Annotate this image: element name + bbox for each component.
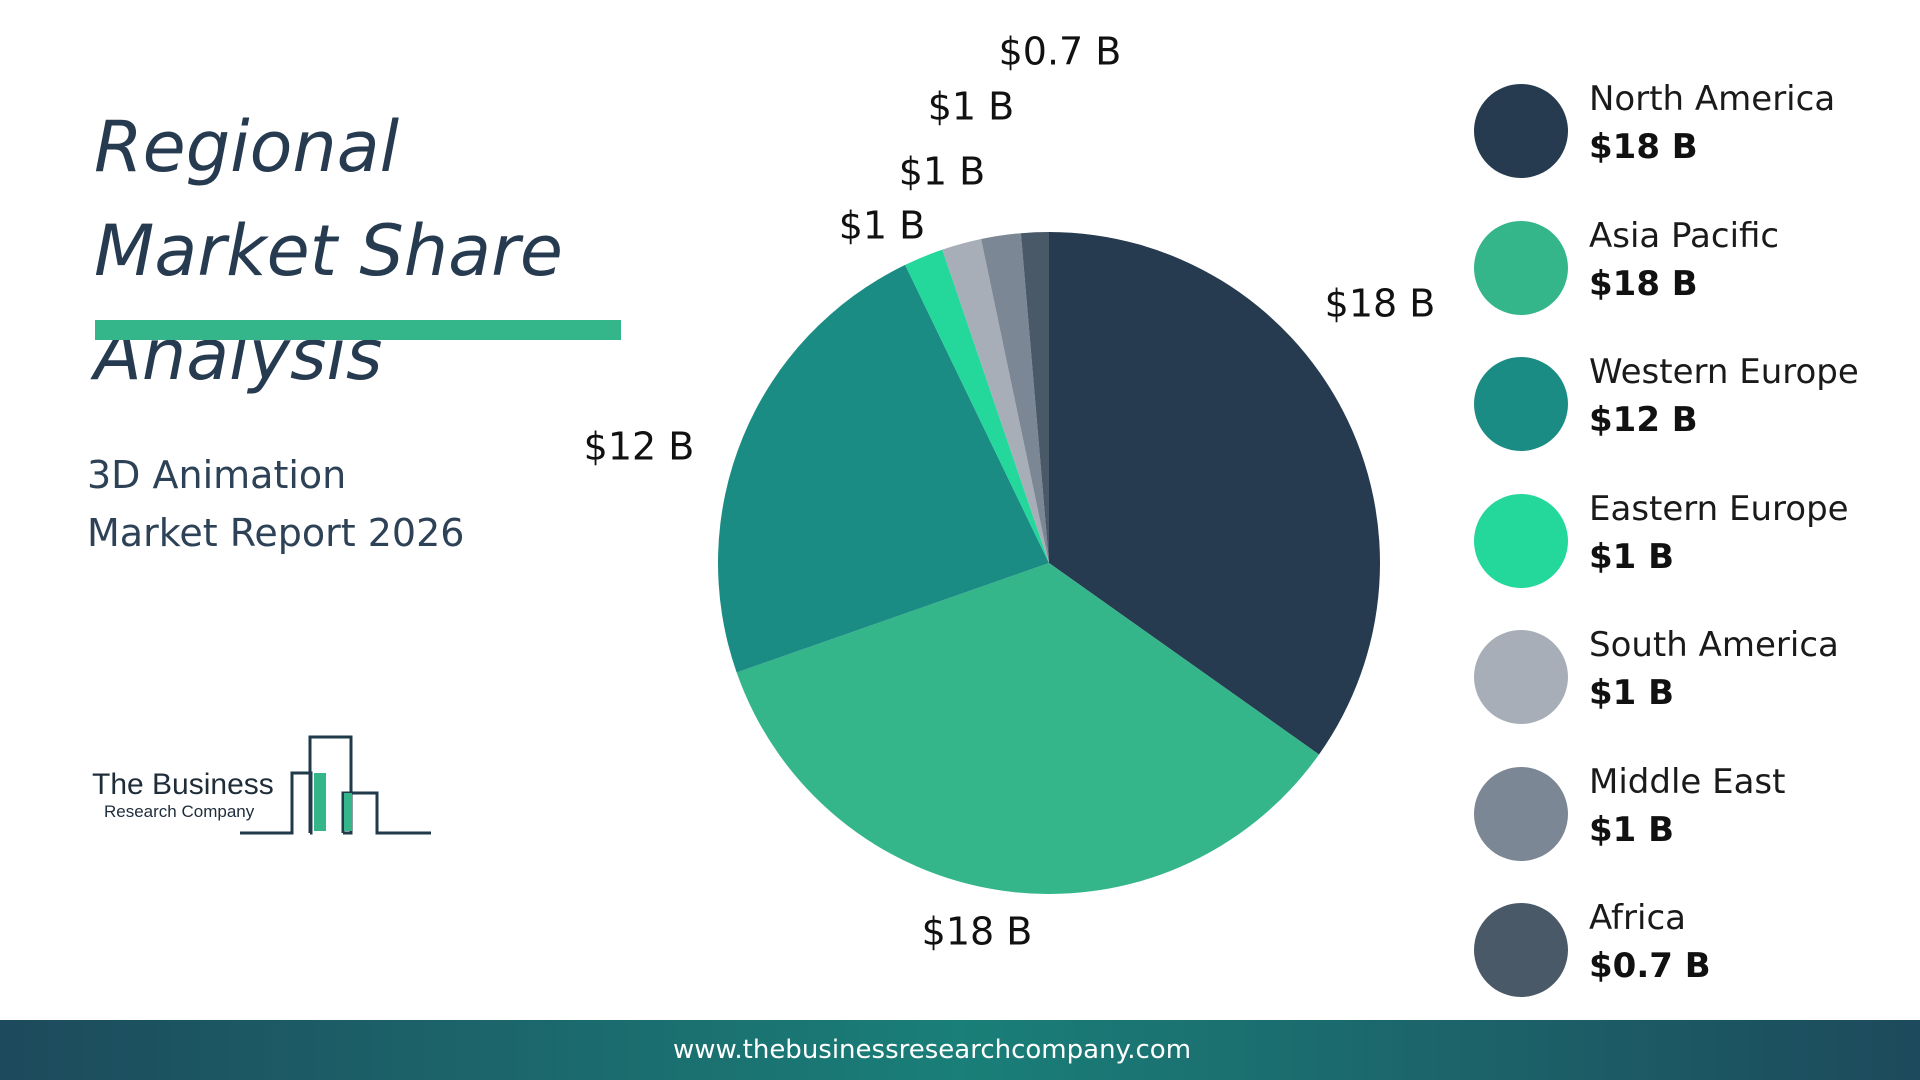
footer: www.thebusinessresearchcompany.com: [0, 1020, 1920, 1080]
subtitle: 3D Animation Market Report 2026: [87, 453, 465, 555]
legend-value: $0.7 B: [1589, 946, 1711, 986]
legend-name: North America: [1589, 79, 1836, 119]
legend-icon: [1474, 357, 1568, 451]
data-label: $12 B: [584, 425, 695, 469]
legend-name: Africa: [1589, 898, 1686, 938]
pie-slice: [905, 249, 1049, 564]
pie-slice: [981, 233, 1049, 563]
logo-subtext: Research Company: [104, 802, 255, 821]
legend-icon: [1474, 903, 1568, 997]
pie-chart: $18 B $18 B $12 B $1 B $1 B $1 B $0.7 B: [584, 30, 1436, 954]
logo-buildings: [240, 735, 431, 835]
legend-icon: [1474, 84, 1568, 178]
legend-name: Western Europe: [1589, 352, 1859, 392]
data-label: $18 B: [922, 910, 1033, 954]
pie-slice: [1020, 232, 1049, 563]
legend-name: Eastern Europe: [1589, 488, 1849, 529]
legend-value: $18 B: [1589, 263, 1698, 304]
legend-icon: [1474, 493, 1568, 588]
data-label: $1 B: [928, 85, 1015, 129]
logo-accent: [314, 773, 326, 831]
legend-value: $1 B: [1589, 673, 1675, 713]
legend-name: Middle East: [1589, 761, 1786, 802]
logo-text: The Business: [92, 768, 274, 801]
legend-icon: [1474, 220, 1568, 315]
pie-slice: [1049, 232, 1380, 755]
legend-icon: [1474, 766, 1568, 861]
legend-icon: [1474, 630, 1568, 724]
pie-slice: [942, 239, 1049, 563]
data-label: $18 B: [1325, 282, 1436, 326]
pie-slice: [736, 563, 1320, 894]
legend-value: $18 B: [1589, 127, 1698, 167]
title-underline: [95, 320, 621, 340]
legend-name: South America: [1589, 625, 1839, 665]
legend-value: $1 B: [1589, 536, 1675, 577]
logo-accent: [344, 793, 352, 831]
pie-slice: [718, 264, 1049, 673]
data-label: $0.7 B: [999, 30, 1122, 74]
data-label: $1 B: [839, 204, 926, 248]
legend-value: $1 B: [1589, 809, 1675, 850]
legend-value: $12 B: [1589, 400, 1698, 440]
logo: The Business Research Company: [92, 735, 431, 835]
footer-url: www.thebusinessresearchcompany.com: [672, 1035, 1192, 1065]
legend-name: Asia Pacific: [1589, 215, 1780, 256]
data-label: $1 B: [899, 150, 986, 194]
